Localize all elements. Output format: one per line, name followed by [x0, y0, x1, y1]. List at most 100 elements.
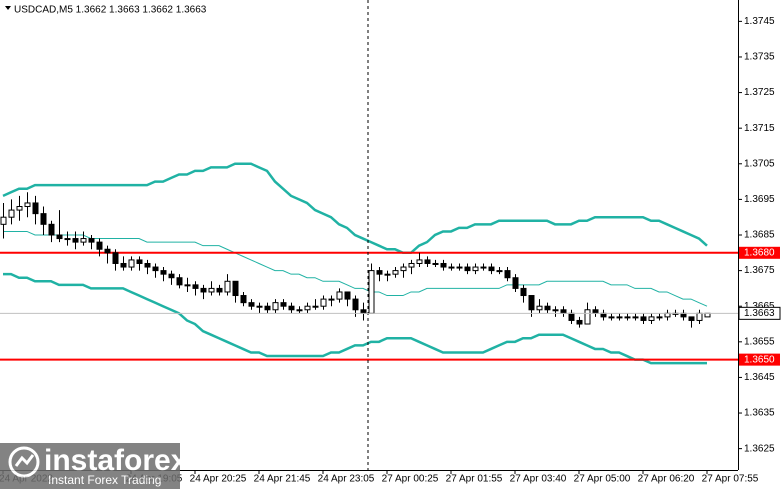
- candle-body: [56, 234, 63, 240]
- candle-body: [80, 238, 87, 243]
- candle-body: [24, 202, 31, 208]
- candle-body: [104, 248, 111, 254]
- candle-body: [632, 316, 639, 319]
- y-tick-label: 1.3735: [744, 52, 775, 63]
- y-tick-label: 1.3715: [744, 123, 775, 134]
- level-label: 1.3680: [744, 247, 775, 258]
- y-tick-label: 1.3675: [744, 265, 775, 276]
- candle-body: [336, 291, 343, 300]
- candle-body: [296, 309, 303, 312]
- x-tick-label: 27 Apr 01:55: [446, 474, 503, 485]
- candle-body: [320, 298, 327, 307]
- candle-body: [360, 309, 367, 314]
- axes: 1.3745 1.3735 1.3725 1.3715 1.3705 1.3695 1.36…: [0, 16, 781, 485]
- y-tick-label: 1.3645: [744, 372, 775, 383]
- candle-body: [592, 309, 599, 314]
- candle-body: [440, 262, 447, 268]
- candle-body: [312, 305, 319, 308]
- candle-body: [432, 262, 439, 265]
- candle-body: [512, 277, 519, 289]
- candle-body: [112, 252, 119, 264]
- candle-body: [168, 273, 175, 279]
- y-tick-label: 1.3655: [744, 336, 775, 347]
- candle-body: [368, 270, 375, 314]
- candle-body: [520, 287, 527, 297]
- candle-body: [376, 270, 383, 275]
- x-tick-label: 24 Apr 23:05: [318, 474, 375, 485]
- candle-body: [144, 262, 151, 268]
- y-tick-label: 1.3625: [744, 443, 775, 454]
- candle-body: [184, 284, 191, 287]
- candle-body: [600, 312, 607, 318]
- candle-body: [352, 298, 359, 311]
- candle-body: [232, 280, 239, 297]
- watermark-icon-arrow: [14, 454, 35, 467]
- menu-icon: [5, 6, 11, 10]
- candle-body: [560, 309, 567, 314]
- candle-body: [240, 295, 247, 304]
- x-tick-label: 24 Apr 20:25: [190, 474, 247, 485]
- current-price-label: 1.3663: [744, 308, 775, 319]
- candle-body: [328, 298, 335, 301]
- candle-body: [544, 305, 551, 311]
- band-lower: [3, 272, 707, 365]
- y-tick-label: 1.3705: [744, 158, 775, 169]
- y-tick-label: 1.3695: [744, 194, 775, 205]
- candle-body: [704, 312, 711, 318]
- watermark: instaforex Instant Forex Trading: [0, 443, 188, 489]
- candle-body: [616, 316, 623, 319]
- band-middle: [3, 230, 708, 307]
- candle-body: [192, 284, 199, 289]
- candle-body: [256, 305, 263, 308]
- candle-body: [96, 241, 103, 250]
- level-label-box: [739, 246, 780, 259]
- candle-body: [456, 266, 463, 269]
- x-tick-label: 24 Apr 21:45: [254, 474, 311, 485]
- candle-body: [536, 305, 543, 311]
- candle-body: [272, 302, 279, 311]
- candle-body: [176, 277, 183, 286]
- candle-body: [8, 209, 15, 218]
- candle-body: [40, 213, 47, 225]
- candle-body: [688, 316, 695, 321]
- x-tick-label: 27 Apr 03:40: [510, 474, 567, 485]
- candle-body: [576, 319, 583, 325]
- candle-body: [416, 259, 423, 264]
- candle-body: [624, 316, 631, 319]
- candle-body: [0, 216, 7, 225]
- candle-body: [464, 266, 471, 272]
- level-label: 1.3650: [744, 354, 775, 365]
- candle-body: [224, 280, 231, 293]
- candle-body: [656, 316, 663, 319]
- watermark-name: instaforex: [44, 444, 188, 477]
- y-tick-label: 1.3685: [744, 230, 775, 241]
- y-tick-label: 1.3635: [744, 408, 775, 419]
- candle-body: [248, 302, 255, 307]
- candle-body: [472, 266, 479, 272]
- candle-body: [32, 202, 39, 215]
- candle-body: [128, 259, 135, 268]
- candle-body: [568, 312, 575, 321]
- candle-body: [72, 238, 79, 243]
- candle-body: [504, 270, 511, 279]
- candle-body: [408, 262, 415, 268]
- level-label-box: [739, 353, 780, 366]
- candle-body: [344, 291, 351, 300]
- candle-body: [304, 305, 311, 311]
- candle-body: [88, 238, 95, 243]
- candle-body: [400, 266, 407, 272]
- x-tick-label: 27 Apr 07:55: [702, 474, 759, 485]
- current-price-box: [738, 306, 781, 320]
- y-tick-label: 1.3725: [744, 87, 775, 98]
- candle-body: [648, 316, 655, 321]
- candle-body: [120, 262, 127, 268]
- candle-body: [384, 273, 391, 276]
- candle-body: [528, 295, 535, 311]
- candle-body: [392, 270, 399, 275]
- y-tick-label: 1.3665: [744, 301, 775, 312]
- y-tick-label: 1.3745: [744, 16, 775, 27]
- candle-body: [424, 259, 431, 264]
